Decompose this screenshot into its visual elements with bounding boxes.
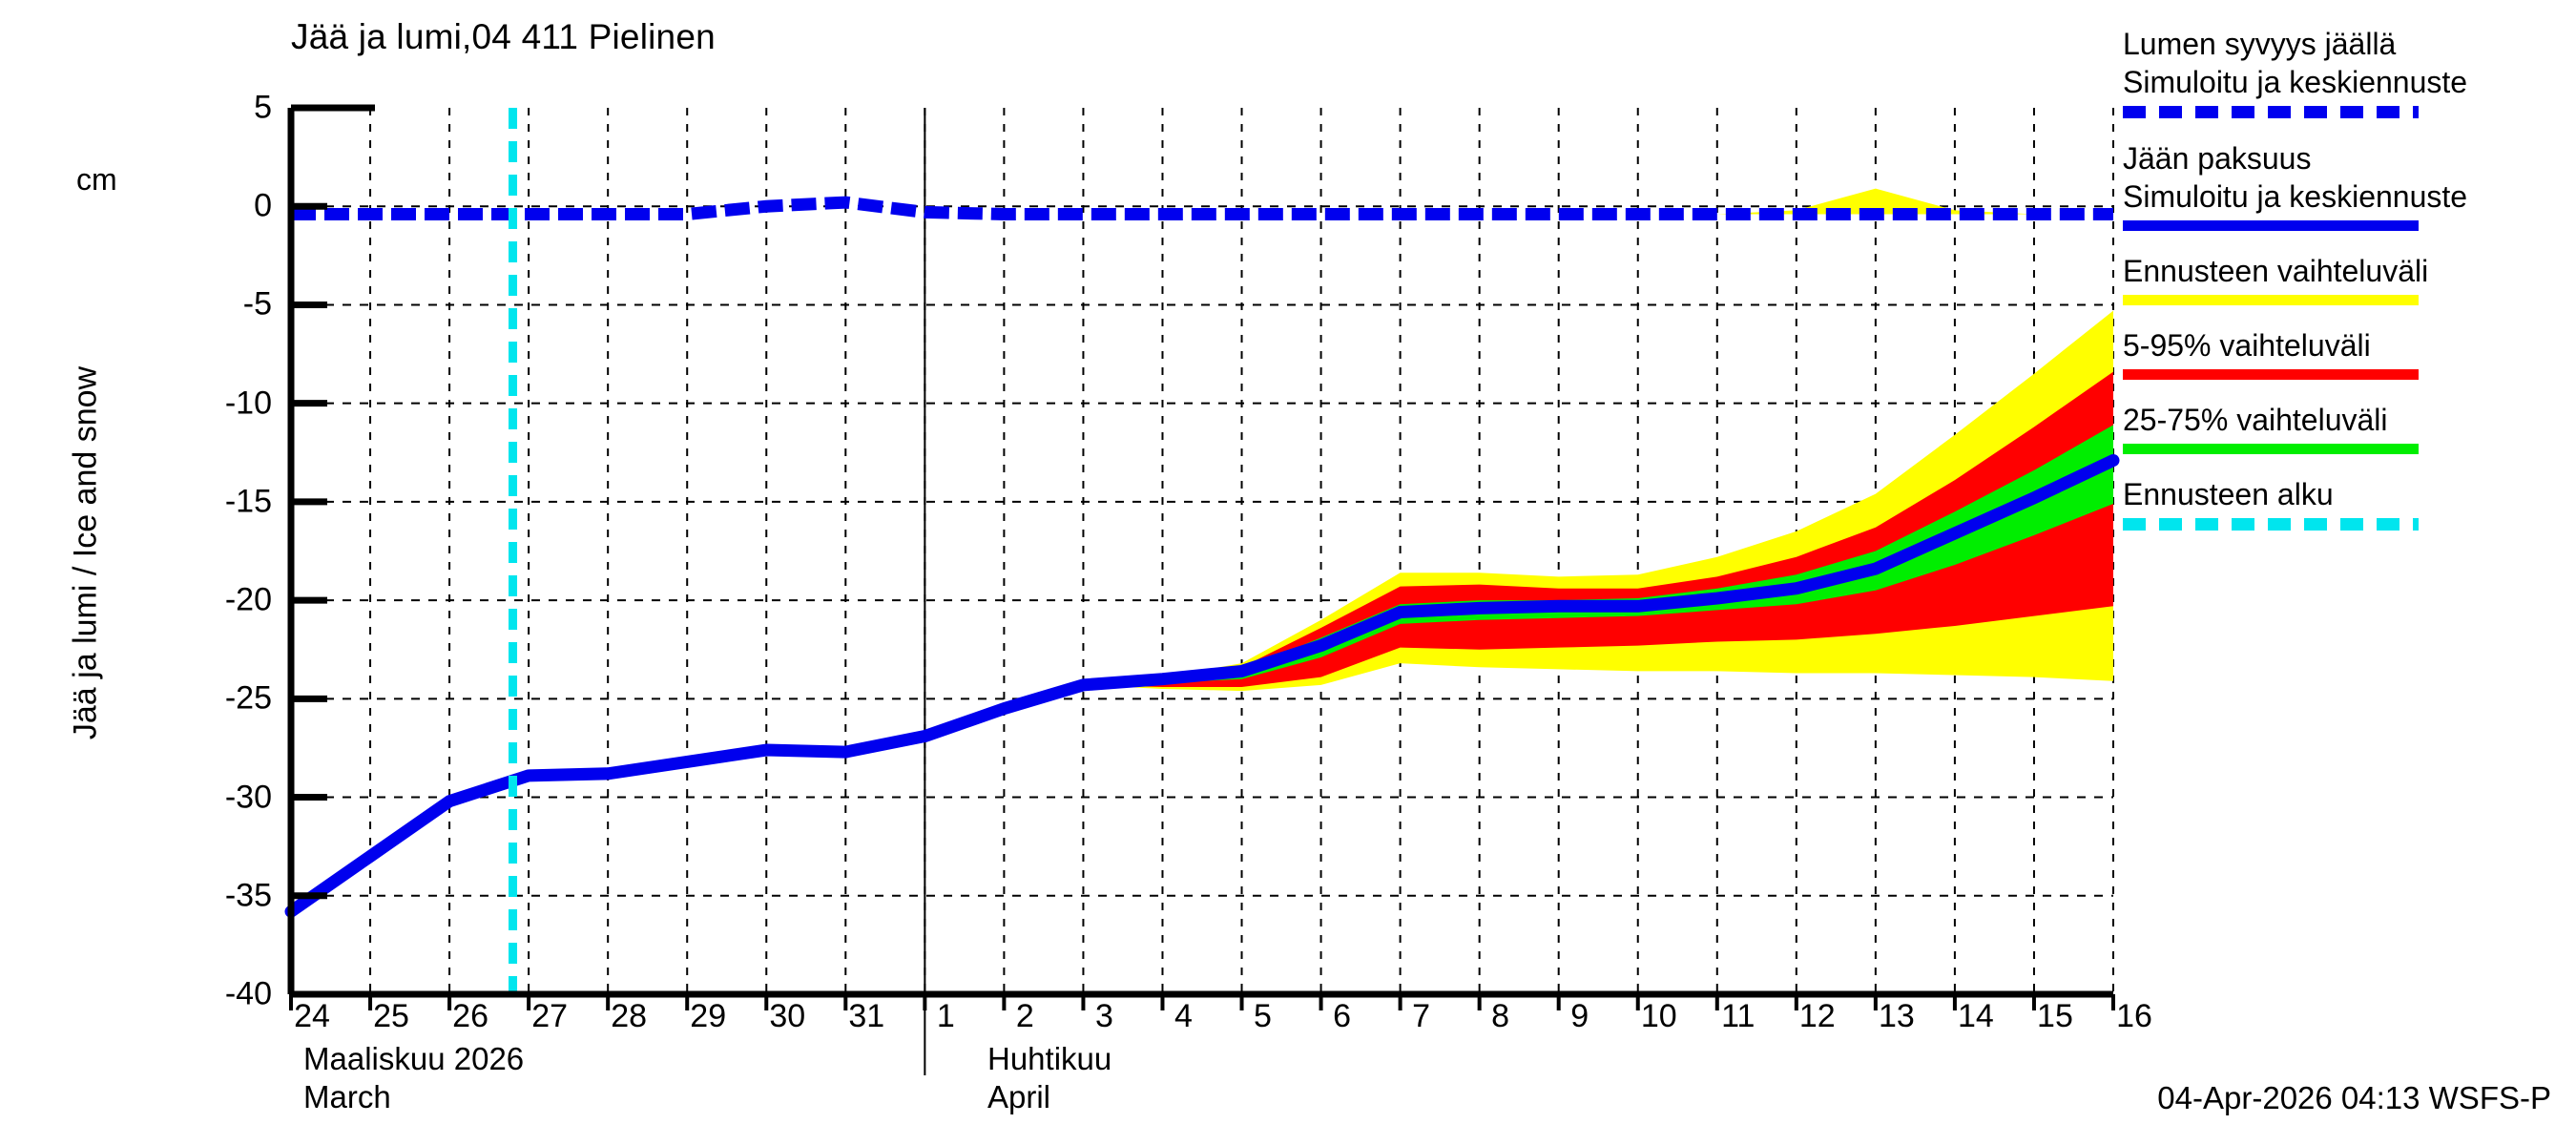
x-tick-label: 10	[1640, 998, 1677, 1034]
x-tick-label: 3	[1094, 998, 1113, 1034]
x-tick-label: 12	[1798, 998, 1836, 1034]
x-tick-label: 7	[1412, 998, 1431, 1034]
y-tick-label: -10	[224, 385, 272, 422]
month-label-march: Maaliskuu 2026 March	[303, 1040, 524, 1116]
y-tick-label: -30	[224, 779, 272, 816]
legend-swatch-solid	[2123, 220, 2419, 231]
month-label-april: Huhtikuu April	[987, 1040, 1111, 1116]
legend-sublabel: Simuloitu ja keskiennuste	[2123, 65, 2468, 99]
legend-label: Ennusteen vaihteluväli	[2123, 254, 2429, 288]
legend-entry: 5-95% vaihteluväli	[2123, 326, 2571, 380]
x-tick-label: 28	[611, 998, 648, 1034]
x-tick-label: 15	[2037, 998, 2073, 1034]
legend-swatch-dashed	[2123, 518, 2419, 531]
x-tick-label: 2	[1015, 998, 1034, 1034]
x-tick-label: 29	[690, 998, 727, 1034]
x-tick-label: 14	[1957, 998, 1994, 1034]
y-tick-label: 5	[254, 89, 272, 126]
y-tick-labels: 5 0 -5 -10 -15 -20 -25 -30 -35 -40	[148, 0, 272, 1145]
x-tick-label: 6	[1333, 998, 1352, 1034]
legend-entry: Ennusteen alku	[2123, 475, 2571, 531]
y-tick-label: 0	[254, 187, 272, 224]
x-tick-label: 9	[1570, 998, 1589, 1034]
legend-label: Jään paksuus	[2123, 141, 2312, 176]
legend-sublabel: Simuloitu ja keskiennuste	[2123, 179, 2468, 214]
month-name-fi: Maaliskuu 2026	[303, 1041, 525, 1076]
footer-timestamp: 04-Apr-2026 04:13 WSFS-P	[2157, 1080, 2551, 1115]
legend-swatch-dashed	[2123, 106, 2419, 118]
month-name-fi: Huhtikuu	[987, 1041, 1112, 1076]
y-tick-label: -15	[224, 483, 272, 520]
legend-label: 25-75% vaihteluväli	[2123, 403, 2388, 437]
legend-entry: Lumen syvyys jäällä Simuloitu ja keskienn…	[2123, 25, 2571, 118]
legend-swatch-solid	[2123, 369, 2419, 380]
x-tick-label: 8	[1491, 998, 1510, 1034]
band-5-95-red	[1083, 371, 2113, 687]
legend-label: 5-95% vaihteluväli	[2123, 328, 2371, 363]
y-tick-label: -25	[224, 679, 272, 717]
y-tick-label: -35	[224, 877, 272, 914]
line-ice-thickness	[284, 454, 2120, 918]
x-tick-label: 30	[769, 998, 806, 1034]
y-tick-label: -40	[224, 975, 272, 1012]
x-tick-label: 27	[531, 998, 569, 1034]
line-snow-depth	[291, 196, 2113, 220]
y-axis-unit: cm	[76, 162, 117, 197]
legend-swatch-solid	[2123, 444, 2419, 454]
x-tick-label: 4	[1174, 998, 1193, 1034]
legend-label: Ennusteen alku	[2123, 477, 2334, 511]
x-tick-label: 26	[452, 998, 488, 1034]
x-tick-label: 31	[848, 998, 885, 1034]
legend-entry: Ennusteen vaihteluväli	[2123, 252, 2571, 305]
x-tick-label: 24	[294, 998, 330, 1034]
y-tick-label: -20	[224, 581, 272, 618]
legend-swatch-solid	[2123, 295, 2419, 305]
month-name-en: April	[987, 1079, 1051, 1114]
x-tick-label: 13	[1878, 998, 1915, 1034]
month-name-en: March	[303, 1079, 391, 1114]
x-tick-label: 11	[1721, 998, 1755, 1034]
x-tick-label: 1	[936, 998, 955, 1034]
chart-legend: Lumen syvyys jäällä Simuloitu ja keskienn…	[2123, 25, 2571, 552]
x-tick-label: 5	[1254, 998, 1272, 1034]
legend-entry: 25-75% vaihteluväli	[2123, 401, 2571, 454]
y-tick-label: -5	[242, 285, 272, 323]
chart-title: Jää ja lumi,04 411 Pielinen	[291, 17, 716, 56]
band-snow-outer-yellow	[1083, 188, 2113, 215]
legend-label: Lumen syvyys jäällä	[2123, 27, 2397, 61]
legend-entry: Jään paksuus Simuloitu ja keskiennuste	[2123, 139, 2571, 231]
x-tick-label: 25	[373, 998, 409, 1034]
x-tick-label: 16	[2116, 998, 2152, 1034]
